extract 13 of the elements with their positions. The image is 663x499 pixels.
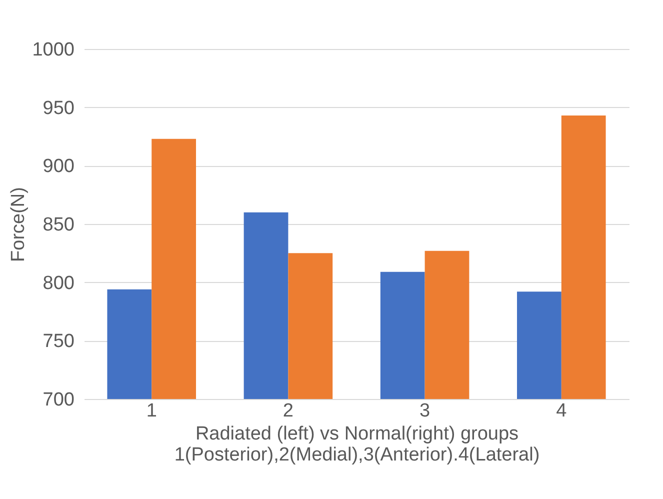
x-tick-label: 3: [420, 400, 430, 422]
x-tick-label: 2: [282, 400, 294, 422]
x-axis-title: Radiated (left) vs Normal(right) groups 1(Posterior),2(Medial),3(Anterior).4(Lateral): [174, 424, 540, 466]
y-axis-title: Force(N): [8, 187, 30, 262]
y-tick-label: 900: [42, 156, 74, 178]
y-tick-label: 950: [42, 98, 74, 119]
y-tick-label: 850: [42, 214, 74, 236]
y-tick-label: 700: [42, 390, 74, 410]
y-tick-label: 750: [42, 331, 74, 352]
x-tick-label: 1: [146, 400, 157, 422]
y-tick-label: 1000: [32, 40, 74, 60]
y-tick-label: 800: [42, 272, 74, 294]
x-tick-label: 4: [556, 400, 568, 422]
